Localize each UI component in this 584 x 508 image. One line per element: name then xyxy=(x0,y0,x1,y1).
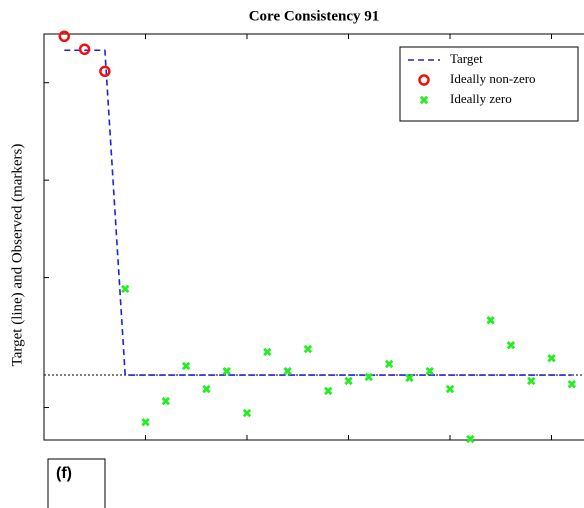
point xyxy=(547,353,556,363)
point xyxy=(384,359,394,369)
legend-swatch xyxy=(418,74,430,86)
point xyxy=(58,30,71,43)
point xyxy=(242,408,252,418)
panel-box xyxy=(47,458,106,508)
point xyxy=(405,373,414,383)
panel-label: (f) xyxy=(56,465,72,482)
point xyxy=(263,347,272,357)
point xyxy=(121,284,130,294)
legend-label: Ideally non-zero xyxy=(450,71,536,86)
point xyxy=(567,379,577,389)
point xyxy=(78,43,91,56)
y-axis-label: Target (line) and Observed (markers) xyxy=(9,144,25,367)
legend-swatch xyxy=(419,95,429,105)
point xyxy=(99,65,111,78)
point xyxy=(161,396,170,406)
point xyxy=(425,366,434,376)
point xyxy=(324,386,333,396)
point xyxy=(527,376,536,386)
point xyxy=(445,384,455,394)
point xyxy=(202,384,211,394)
point xyxy=(181,361,191,371)
point xyxy=(222,366,231,376)
point xyxy=(283,366,292,376)
chart-title: Core Consistency 91 xyxy=(249,8,380,24)
point xyxy=(344,376,353,386)
plot-frame xyxy=(43,33,584,441)
legend-label: Target xyxy=(450,51,483,66)
point xyxy=(506,340,516,350)
point xyxy=(303,344,313,354)
legend-label: Ideally zero xyxy=(450,91,512,106)
point xyxy=(364,372,374,382)
point xyxy=(141,417,150,427)
point xyxy=(486,315,495,325)
point xyxy=(466,434,475,444)
